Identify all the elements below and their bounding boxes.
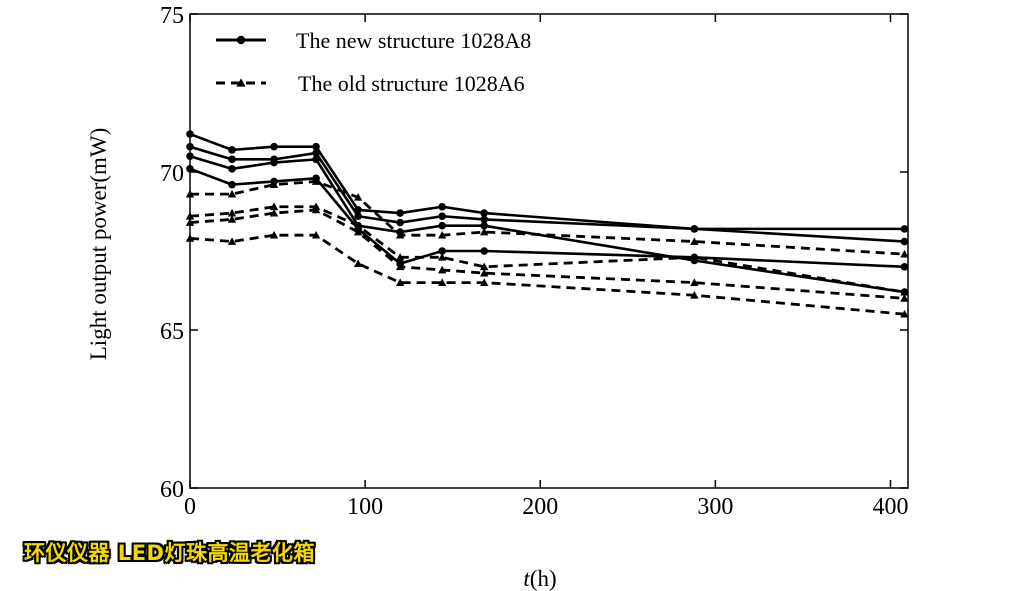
new-structure-point bbox=[228, 165, 236, 173]
legend-label-2: The old structure 1028A6 bbox=[298, 71, 525, 96]
new-structure-point bbox=[228, 180, 236, 189]
old-structure-point bbox=[311, 205, 321, 214]
new-structure-point bbox=[900, 225, 909, 233]
old-structure-point bbox=[269, 208, 279, 217]
old-structure-point bbox=[227, 215, 237, 223]
old-structure-point bbox=[269, 180, 279, 188]
old-structure-point bbox=[900, 249, 909, 258]
x-tick-label: 300 bbox=[697, 494, 733, 520]
x-axis-label: t(h) bbox=[523, 566, 556, 591]
old-structure-point bbox=[690, 291, 699, 299]
old-structure-point bbox=[311, 231, 321, 239]
new-structure-point bbox=[186, 152, 194, 160]
new-structure-point bbox=[438, 212, 446, 221]
new-structure-point bbox=[228, 155, 236, 164]
old-structure-point bbox=[185, 189, 195, 198]
y-tick-label: 60 bbox=[160, 477, 184, 503]
old-structure-point bbox=[480, 227, 489, 236]
series-layer bbox=[185, 130, 909, 318]
old-structure-point bbox=[480, 262, 489, 271]
new-structure-point bbox=[312, 149, 320, 157]
new-structure-point bbox=[438, 221, 446, 230]
x-tick-label: 200 bbox=[522, 494, 558, 520]
new-structure-series-line-1 bbox=[189, 132, 905, 231]
old-structure-point bbox=[900, 287, 909, 296]
new-structure-point bbox=[480, 215, 489, 224]
old-structure-point bbox=[227, 189, 237, 198]
y-tick-label: 65 bbox=[160, 319, 184, 345]
new-structure-point bbox=[396, 218, 404, 227]
old-structure-point bbox=[690, 237, 699, 245]
old-structure-point bbox=[353, 259, 363, 267]
old-structure-point bbox=[227, 237, 237, 245]
old-structure-point bbox=[437, 278, 447, 286]
old-structure-point bbox=[900, 310, 909, 318]
new-structure-point bbox=[228, 146, 236, 154]
new-structure-point bbox=[270, 158, 278, 167]
old-structure-point bbox=[227, 208, 237, 217]
old-structure-point bbox=[480, 278, 489, 286]
old-structure-point bbox=[437, 253, 447, 261]
new-structure-series-line-4 bbox=[189, 167, 905, 269]
plot-frame bbox=[189, 13, 909, 489]
x-axis-label-var: t bbox=[523, 566, 530, 591]
new-structure-point bbox=[396, 209, 404, 217]
old-structure-point bbox=[353, 193, 363, 201]
old-structure-point bbox=[353, 221, 363, 230]
new-structure-point bbox=[312, 142, 320, 151]
x-axis-label-unit: (h) bbox=[530, 566, 557, 591]
old-structure-series-line-7 bbox=[189, 208, 905, 300]
watermark-caption: 环仪仪器 LED灯珠高温老化箱 bbox=[24, 541, 315, 565]
old-structure-point bbox=[395, 262, 405, 271]
new-structure-series-line-3 bbox=[189, 154, 905, 294]
legend-marker-circle bbox=[236, 35, 246, 45]
old-structure-point bbox=[269, 202, 279, 211]
old-structure-point bbox=[690, 253, 699, 261]
axis-ticks: 0 100 200 300 400 60 65 70 75 bbox=[160, 3, 908, 520]
old-structure-point bbox=[353, 227, 363, 236]
old-structure-series-line-8 bbox=[189, 233, 905, 316]
old-structure-point bbox=[395, 253, 405, 261]
new-structure-point bbox=[186, 165, 194, 173]
old-structure-point bbox=[185, 218, 195, 226]
new-structure-point bbox=[354, 212, 362, 221]
old-structure-point bbox=[900, 294, 909, 302]
old-structure-point bbox=[395, 231, 405, 239]
old-structure-point bbox=[437, 231, 447, 239]
old-structure-point bbox=[185, 212, 195, 220]
old-structure-series-line-6 bbox=[189, 205, 905, 294]
x-tick-label: 0 bbox=[184, 494, 196, 520]
legend: The new structure 1028A8 The old structur… bbox=[216, 28, 531, 96]
new-structure-point bbox=[438, 247, 446, 255]
x-tick-label: 100 bbox=[347, 494, 383, 520]
new-structure-point bbox=[270, 142, 278, 151]
y-tick-label: 75 bbox=[160, 3, 184, 29]
legend-label-1: The new structure 1028A8 bbox=[296, 28, 531, 53]
new-structure-point bbox=[480, 221, 489, 230]
new-structure-point bbox=[480, 247, 489, 255]
old-structure-point bbox=[311, 177, 321, 185]
y-tick-label: 70 bbox=[160, 161, 184, 187]
old-structure-series-line-5 bbox=[190, 180, 905, 256]
new-structure-point bbox=[186, 130, 194, 138]
new-structure-point bbox=[690, 225, 699, 233]
new-structure-point bbox=[900, 263, 909, 271]
old-structure-point bbox=[690, 278, 699, 286]
x-tick-label: 400 bbox=[872, 494, 908, 520]
old-structure-point bbox=[269, 231, 279, 239]
old-structure-point bbox=[185, 234, 195, 242]
old-structure-point bbox=[480, 268, 489, 277]
new-structure-series-line-2 bbox=[189, 145, 905, 243]
new-structure-point bbox=[186, 142, 194, 151]
new-structure-point bbox=[438, 202, 446, 211]
new-structure-point bbox=[480, 209, 489, 217]
y-axis-label: Light output power(mW) bbox=[86, 128, 111, 361]
old-structure-point bbox=[437, 265, 447, 274]
new-structure-point bbox=[312, 155, 320, 164]
new-structure-point bbox=[900, 237, 909, 246]
legend-marker-triangle bbox=[236, 78, 246, 87]
old-structure-point bbox=[395, 278, 405, 286]
